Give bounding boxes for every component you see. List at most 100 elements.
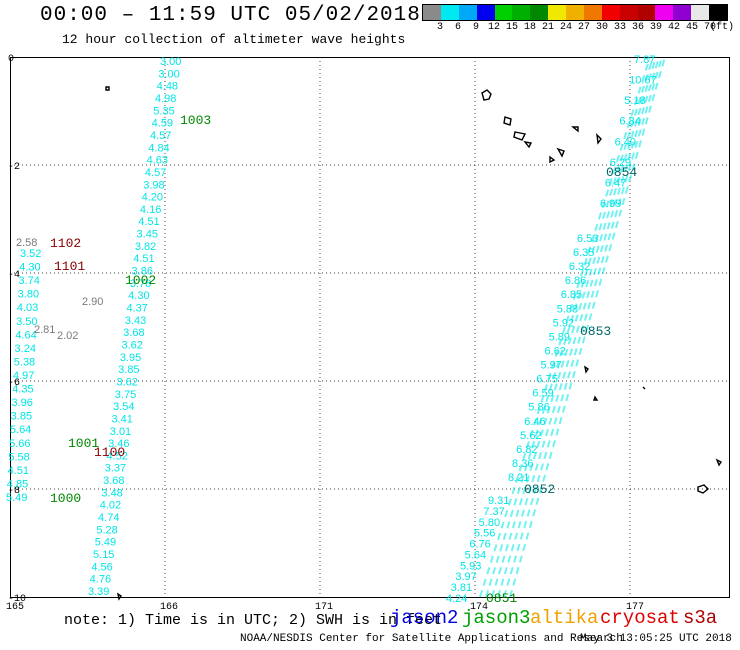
track-value: 4.97	[13, 370, 34, 382]
pass-label: 0853	[580, 324, 611, 339]
track-value: 5.92	[553, 317, 574, 329]
track-value: 5.97	[540, 360, 561, 372]
colorbar-label: 21	[541, 22, 555, 33]
track-value: 3.86	[132, 266, 153, 278]
colorbar-swatch	[709, 5, 727, 20]
wave-height-colorbar	[422, 4, 728, 21]
colorbar-swatch	[691, 5, 709, 20]
track-value: 6.85	[561, 289, 582, 301]
island-outline	[571, 126, 579, 133]
track-value: 6.86	[565, 275, 586, 287]
colorbar-swatch	[530, 5, 549, 20]
island-outline	[596, 133, 602, 145]
track-value: 5.93	[460, 560, 481, 572]
colorbar-label: 42	[667, 22, 681, 33]
track-value: 3.00	[160, 56, 181, 68]
track-value: 7.87	[634, 54, 655, 66]
track-value: 3.41	[111, 413, 132, 425]
colorbar-label: 9	[472, 22, 480, 33]
map-subtitle: 12 hour collection of altimeter wave hei…	[62, 32, 406, 47]
track-value: 3.62	[121, 339, 142, 351]
track-value: 4.16	[140, 204, 161, 216]
track-value: 3.68	[103, 475, 124, 487]
track-value-gray: 2.58	[16, 237, 37, 249]
track-value: 5.15	[93, 549, 114, 561]
track-value: 3.82	[135, 241, 156, 253]
track-value: 3.80	[18, 289, 39, 301]
land-features	[105, 86, 723, 601]
track-value: 4.20	[142, 192, 163, 204]
track-band	[479, 56, 651, 598]
x-tick-label: 165	[6, 602, 24, 613]
pass-label: 1003	[180, 113, 211, 128]
track-band	[491, 56, 657, 598]
island-outline	[481, 89, 492, 101]
track-value: 3.52	[20, 248, 41, 260]
pass-label: 0852	[524, 482, 555, 497]
track-value: 4.59	[152, 118, 173, 130]
island-outline	[105, 86, 110, 91]
track-value: 4.74	[98, 512, 119, 524]
track-value: 3.39	[88, 586, 109, 598]
colorbar-swatch	[566, 5, 584, 20]
colorbar-label: (ft)	[709, 22, 735, 33]
track-band	[485, 56, 654, 598]
pass-label: 1102	[50, 236, 81, 251]
track-value: 6.35	[573, 247, 594, 259]
track-band	[497, 56, 660, 598]
colorbar-swatch	[476, 5, 495, 20]
track-value: 5.49	[6, 492, 27, 504]
x-tick-label: 171	[315, 602, 333, 613]
track-value: 4.98	[155, 93, 176, 105]
map-title: 00:00 – 11:59 UTC 05/02/2018	[40, 4, 421, 27]
track-value: 4.51	[8, 465, 29, 477]
track-value: 6.76	[469, 539, 490, 551]
track-value: 5.88	[557, 303, 578, 315]
colorbar-label: 12	[487, 22, 501, 33]
track-value: 4.37	[127, 303, 148, 315]
track-value: 6.40	[615, 136, 636, 148]
credit-timestamp: May 3 13:05:25 UTC 2018	[580, 633, 732, 645]
track-value: 3.50	[16, 316, 37, 328]
island-outline	[549, 155, 556, 164]
pass-label: 1000	[50, 491, 81, 506]
island-outline	[593, 395, 599, 401]
track-value: 4.51	[133, 253, 154, 265]
track-value: 4.57	[145, 167, 166, 179]
track-value: 4.02	[100, 500, 121, 512]
colorbar-label: 36	[631, 22, 645, 33]
track-value: 4.85	[7, 478, 28, 490]
colorbar-label: 15	[505, 22, 519, 33]
track-value: 3.45	[137, 229, 158, 241]
track-value: 4.52	[106, 450, 127, 462]
altimeter-map: 3.003.004.484.985.354.594.574.844.634.57…	[6, 54, 730, 613]
track-value: 5.49	[95, 537, 116, 549]
track-band	[509, 56, 666, 598]
track-value: 5.89	[549, 331, 570, 343]
colorbar-label: 30	[595, 22, 609, 33]
track-value: 5.66	[9, 438, 30, 450]
colorbar-label: 6	[454, 22, 462, 33]
y-tick-label: -8	[8, 486, 20, 497]
colorbar-swatch	[619, 5, 638, 20]
pass-label: 1100	[94, 445, 125, 460]
pass-label: 0854	[606, 165, 637, 180]
colorbar-swatch	[548, 5, 566, 20]
track-value: 9.31	[488, 495, 509, 507]
track-values: 3.003.004.484.985.354.594.574.844.634.57…	[6, 54, 666, 605]
track-value: 6.75	[536, 374, 557, 386]
track-value: 6.53	[577, 233, 598, 245]
island-outline	[715, 458, 723, 467]
track-value: 3.96	[11, 397, 32, 409]
track-value: 4.63	[147, 155, 168, 167]
colorbar-swatch	[440, 5, 459, 20]
map-frame	[10, 57, 730, 598]
track-value: 3.78	[130, 278, 151, 290]
track-band	[503, 56, 663, 598]
track-value: 7.37	[483, 506, 504, 518]
track-value: 5.35	[153, 105, 174, 117]
colorbar-label: 33	[613, 22, 627, 33]
track-value: 3.97	[455, 571, 476, 583]
track-value: 4.03	[17, 302, 38, 314]
track-value: 3.95	[120, 352, 141, 364]
